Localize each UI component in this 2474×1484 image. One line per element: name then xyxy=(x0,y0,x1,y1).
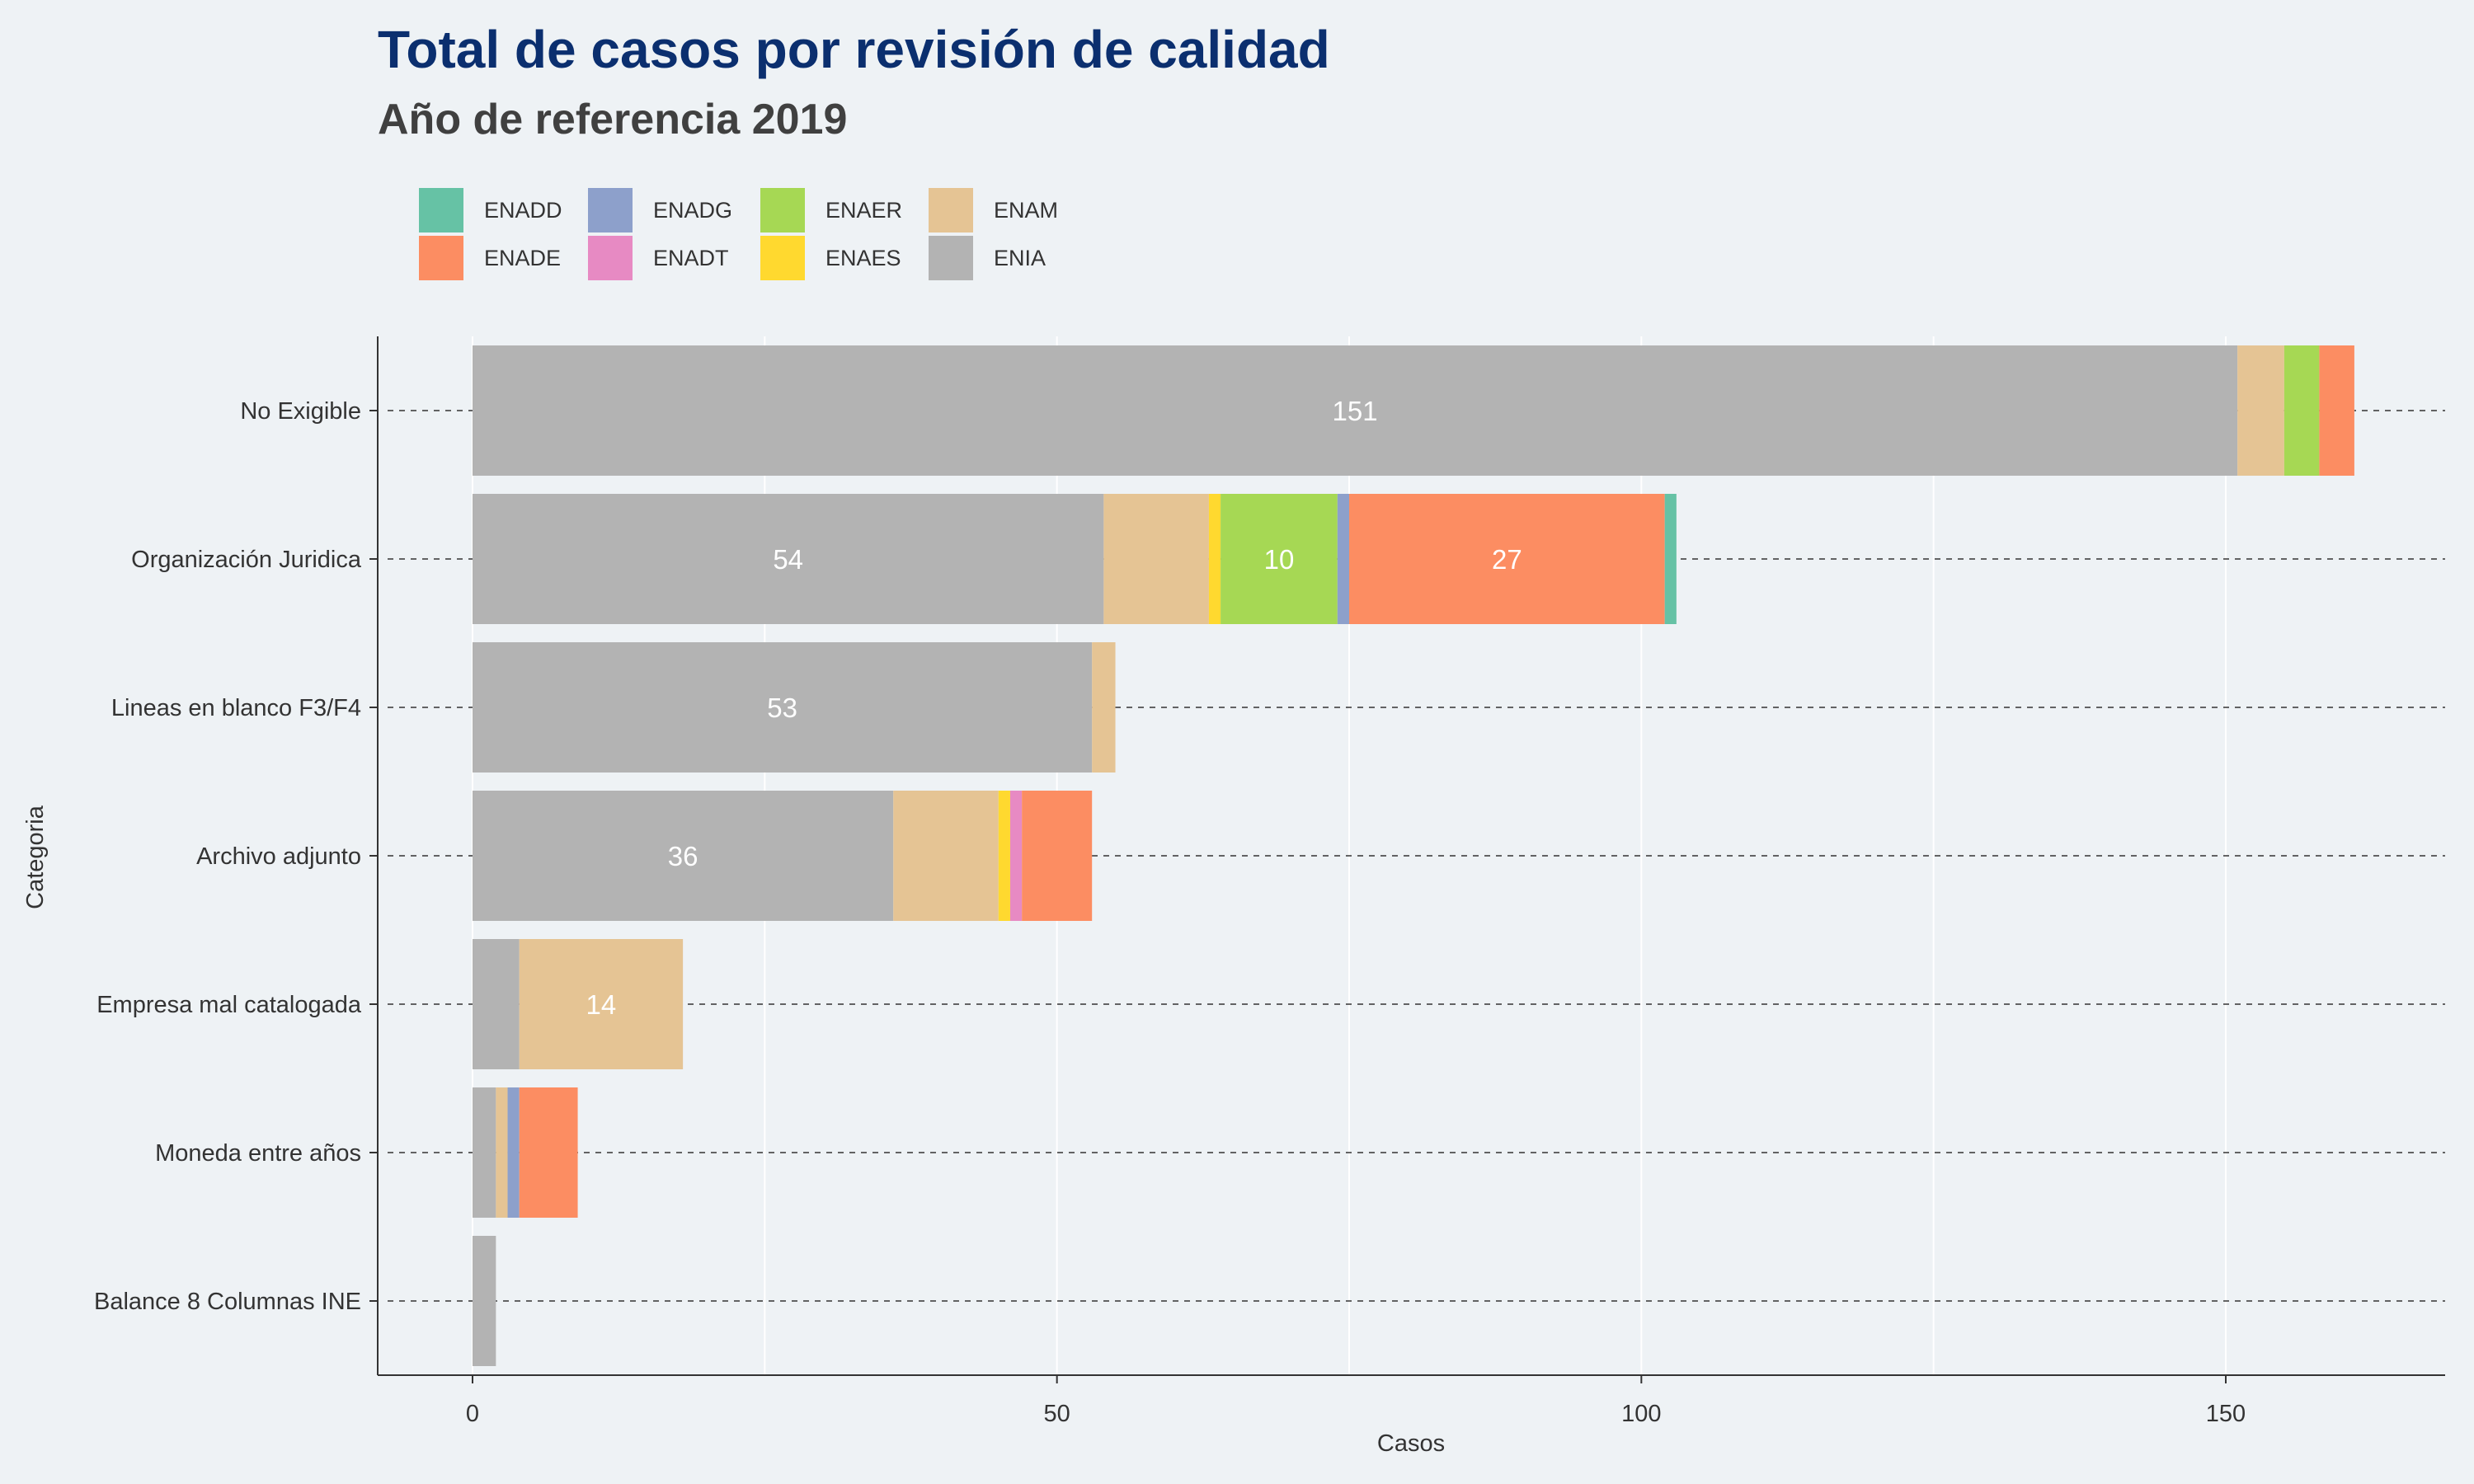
x-axis-title: Casos xyxy=(1377,1430,1445,1457)
legend-label-enadg: ENADG xyxy=(653,198,732,223)
bar-enaes-organizacion-juridica xyxy=(1208,494,1221,624)
legend-swatch-enaer xyxy=(760,188,805,232)
bar-enaer-organizacion-juridica xyxy=(1221,494,1338,624)
bar-enadt-archivo-adjunto xyxy=(1009,791,1023,921)
bars: 151 54 10 27 53 36 14 xyxy=(473,345,2354,1366)
legend-label-enade: ENADE xyxy=(484,246,561,270)
bar-value-label: 54 xyxy=(773,544,803,575)
chart-title: Total de casos por revisión de calidad xyxy=(378,20,1330,79)
bar-enam-archivo-adjunto xyxy=(893,791,999,921)
x-tick-label: 150 xyxy=(2206,1401,2246,1427)
bar-enadd-organizacion-juridica xyxy=(1664,494,1677,624)
legend-swatch-enade xyxy=(419,236,463,280)
y-tick-label-archivo-adjunto: Archivo adjunto xyxy=(196,843,361,870)
y-tick-label-organizacion-juridica: Organización Juridica xyxy=(131,547,362,573)
bar-enia-balance-8-columnas-ine xyxy=(473,1236,496,1366)
legend-label-enadt: ENADT xyxy=(653,246,729,270)
y-tick-label-no-exigible: No Exigible xyxy=(240,398,361,425)
bar-value-label: 36 xyxy=(668,841,698,871)
x-tick-label: 100 xyxy=(1621,1401,1661,1427)
bar-enia-lineas-en-blanco-f3-f4 xyxy=(473,642,1093,773)
bar-enia-no-exigible xyxy=(473,345,2238,476)
legend-label-enia: ENIA xyxy=(994,246,1046,270)
legend-swatch-enadg xyxy=(588,188,633,232)
legend-swatch-enadd xyxy=(419,188,463,232)
bar-enam-empresa-mal-catalogada xyxy=(519,939,684,1069)
bar-value-label: 10 xyxy=(1264,544,1295,575)
legend-swatch-enam xyxy=(929,188,973,232)
legend-swatch-enaes xyxy=(760,236,805,280)
legend-swatch-enia xyxy=(929,236,973,280)
bar-enia-moneda-entre-anos xyxy=(473,1087,496,1218)
legend-swatch-enadt xyxy=(588,236,633,280)
bar-enia-archivo-adjunto xyxy=(473,791,894,921)
bar-enade-archivo-adjunto xyxy=(1022,791,1093,921)
bar-enaer-no-exigible xyxy=(2284,345,2320,476)
x-tick-label: 0 xyxy=(466,1401,479,1427)
bar-enade-organizacion-juridica xyxy=(1349,494,1665,624)
bar-enam-organizacion-juridica xyxy=(1103,494,1209,624)
legend-label-enaes: ENAES xyxy=(825,246,901,270)
bar-enade-moneda-entre-anos xyxy=(519,1087,578,1218)
bar-enade-no-exigible xyxy=(2319,345,2354,476)
y-tick-label-empresa-mal-catalogada: Empresa mal catalogada xyxy=(96,992,362,1018)
bar-value-label: 27 xyxy=(1492,544,1522,575)
bar-enaes-archivo-adjunto xyxy=(998,791,1010,921)
bar-enia-empresa-mal-catalogada xyxy=(473,939,520,1069)
bar-enam-moneda-entre-anos xyxy=(496,1087,508,1218)
bar-enam-lineas-en-blanco-f3-f4 xyxy=(1092,642,1116,773)
x-tick-label: 50 xyxy=(1044,1401,1070,1427)
legend-label-enaer: ENAER xyxy=(825,198,902,223)
legend-label-enam: ENAM xyxy=(994,198,1058,223)
chart-subtitle: Año de referencia 2019 xyxy=(378,96,847,143)
axes: 0 50 100 150 No Exigible Organización Juridic… xyxy=(94,336,2445,1427)
bar-value-label: 14 xyxy=(586,989,617,1020)
y-tick-label-lineas-en-blanco-f3-f4: Lineas en blanco F3/F4 xyxy=(111,695,361,721)
legend: ENADD ENADE ENADG ENADT ENAER ENAES ENAM ENIA xyxy=(419,188,1058,280)
bar-enia-organizacion-juridica xyxy=(473,494,1104,624)
y-tick-label-balance-8-columnas-ine: Balance 8 Columnas INE xyxy=(94,1289,361,1315)
bar-enadg-moneda-entre-anos xyxy=(507,1087,520,1218)
bar-enam-no-exigible xyxy=(2237,345,2284,476)
y-tick-label-moneda-entre-anos: Moneda entre años xyxy=(155,1140,361,1167)
bar-value-label: 151 xyxy=(1333,396,1378,426)
bar-value-label: 53 xyxy=(767,693,797,723)
legend-label-enadd: ENADD xyxy=(484,198,562,223)
y-axis-title: Categoria xyxy=(22,805,49,909)
bar-enadg-organizacion-juridica xyxy=(1337,494,1349,624)
